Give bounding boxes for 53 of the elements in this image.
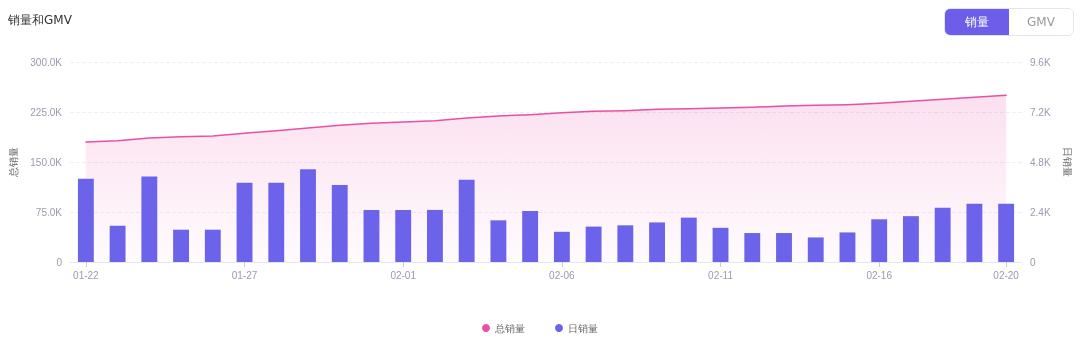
bar (998, 203, 1015, 262)
bar (934, 207, 951, 262)
bar (109, 225, 126, 262)
x-tick-label: 02-01 (390, 269, 417, 281)
bar (331, 184, 348, 262)
x-tick-label: 02-11 (708, 269, 734, 281)
bar (300, 169, 316, 262)
x-tick-label: 01-27 (231, 269, 258, 281)
y2-tick-label: 9.6K (1030, 56, 1051, 68)
bar (744, 233, 761, 262)
bar (617, 225, 634, 262)
bar (268, 182, 285, 262)
bar (427, 209, 443, 262)
legend-label: 日销量 (568, 322, 598, 334)
legend-label: 总销量 (494, 322, 525, 334)
bar (903, 216, 919, 262)
bar (553, 231, 570, 262)
bar (522, 210, 539, 262)
y-axis-title: 总销量 (7, 147, 19, 178)
bar (776, 233, 792, 262)
bar (204, 229, 221, 262)
x-tick-label: 02-16 (866, 269, 893, 281)
y-tick-label: 150.0K (30, 156, 63, 168)
x-tick-label: 02-20 (993, 269, 1020, 281)
chart-title: 销量和GMV (8, 12, 72, 29)
y2-tick-label: 2.4K (1030, 206, 1051, 218)
bar (141, 176, 158, 262)
y2-tick-label: 0 (1030, 256, 1036, 268)
bar (236, 182, 253, 262)
bar (77, 178, 94, 262)
y-tick-label: 0 (56, 256, 63, 268)
bar (966, 203, 983, 262)
y2-tick-label: 4.8K (1030, 156, 1051, 168)
bar (649, 222, 665, 262)
y-tick-label: 75.0K (35, 206, 63, 218)
x-tick-label: 02-06 (549, 269, 576, 281)
bar (458, 179, 475, 262)
bar (363, 209, 380, 262)
bar (395, 209, 412, 262)
y2-tick-label: 7.2K (1030, 106, 1051, 118)
toggle-buttons: 销量 GMV (944, 8, 1074, 36)
bar (585, 226, 602, 262)
bar (807, 237, 824, 262)
x-tick-label: 01-22 (73, 269, 100, 281)
bar (839, 232, 856, 262)
bar (712, 227, 729, 262)
bar (173, 229, 189, 262)
y-tick-label: 300.0K (30, 56, 63, 68)
y2-axis-title: 日销量 (1061, 147, 1073, 177)
bar (871, 219, 888, 262)
bar (490, 220, 507, 262)
bar (680, 217, 697, 262)
y-tick-label: 225.0K (30, 106, 63, 118)
